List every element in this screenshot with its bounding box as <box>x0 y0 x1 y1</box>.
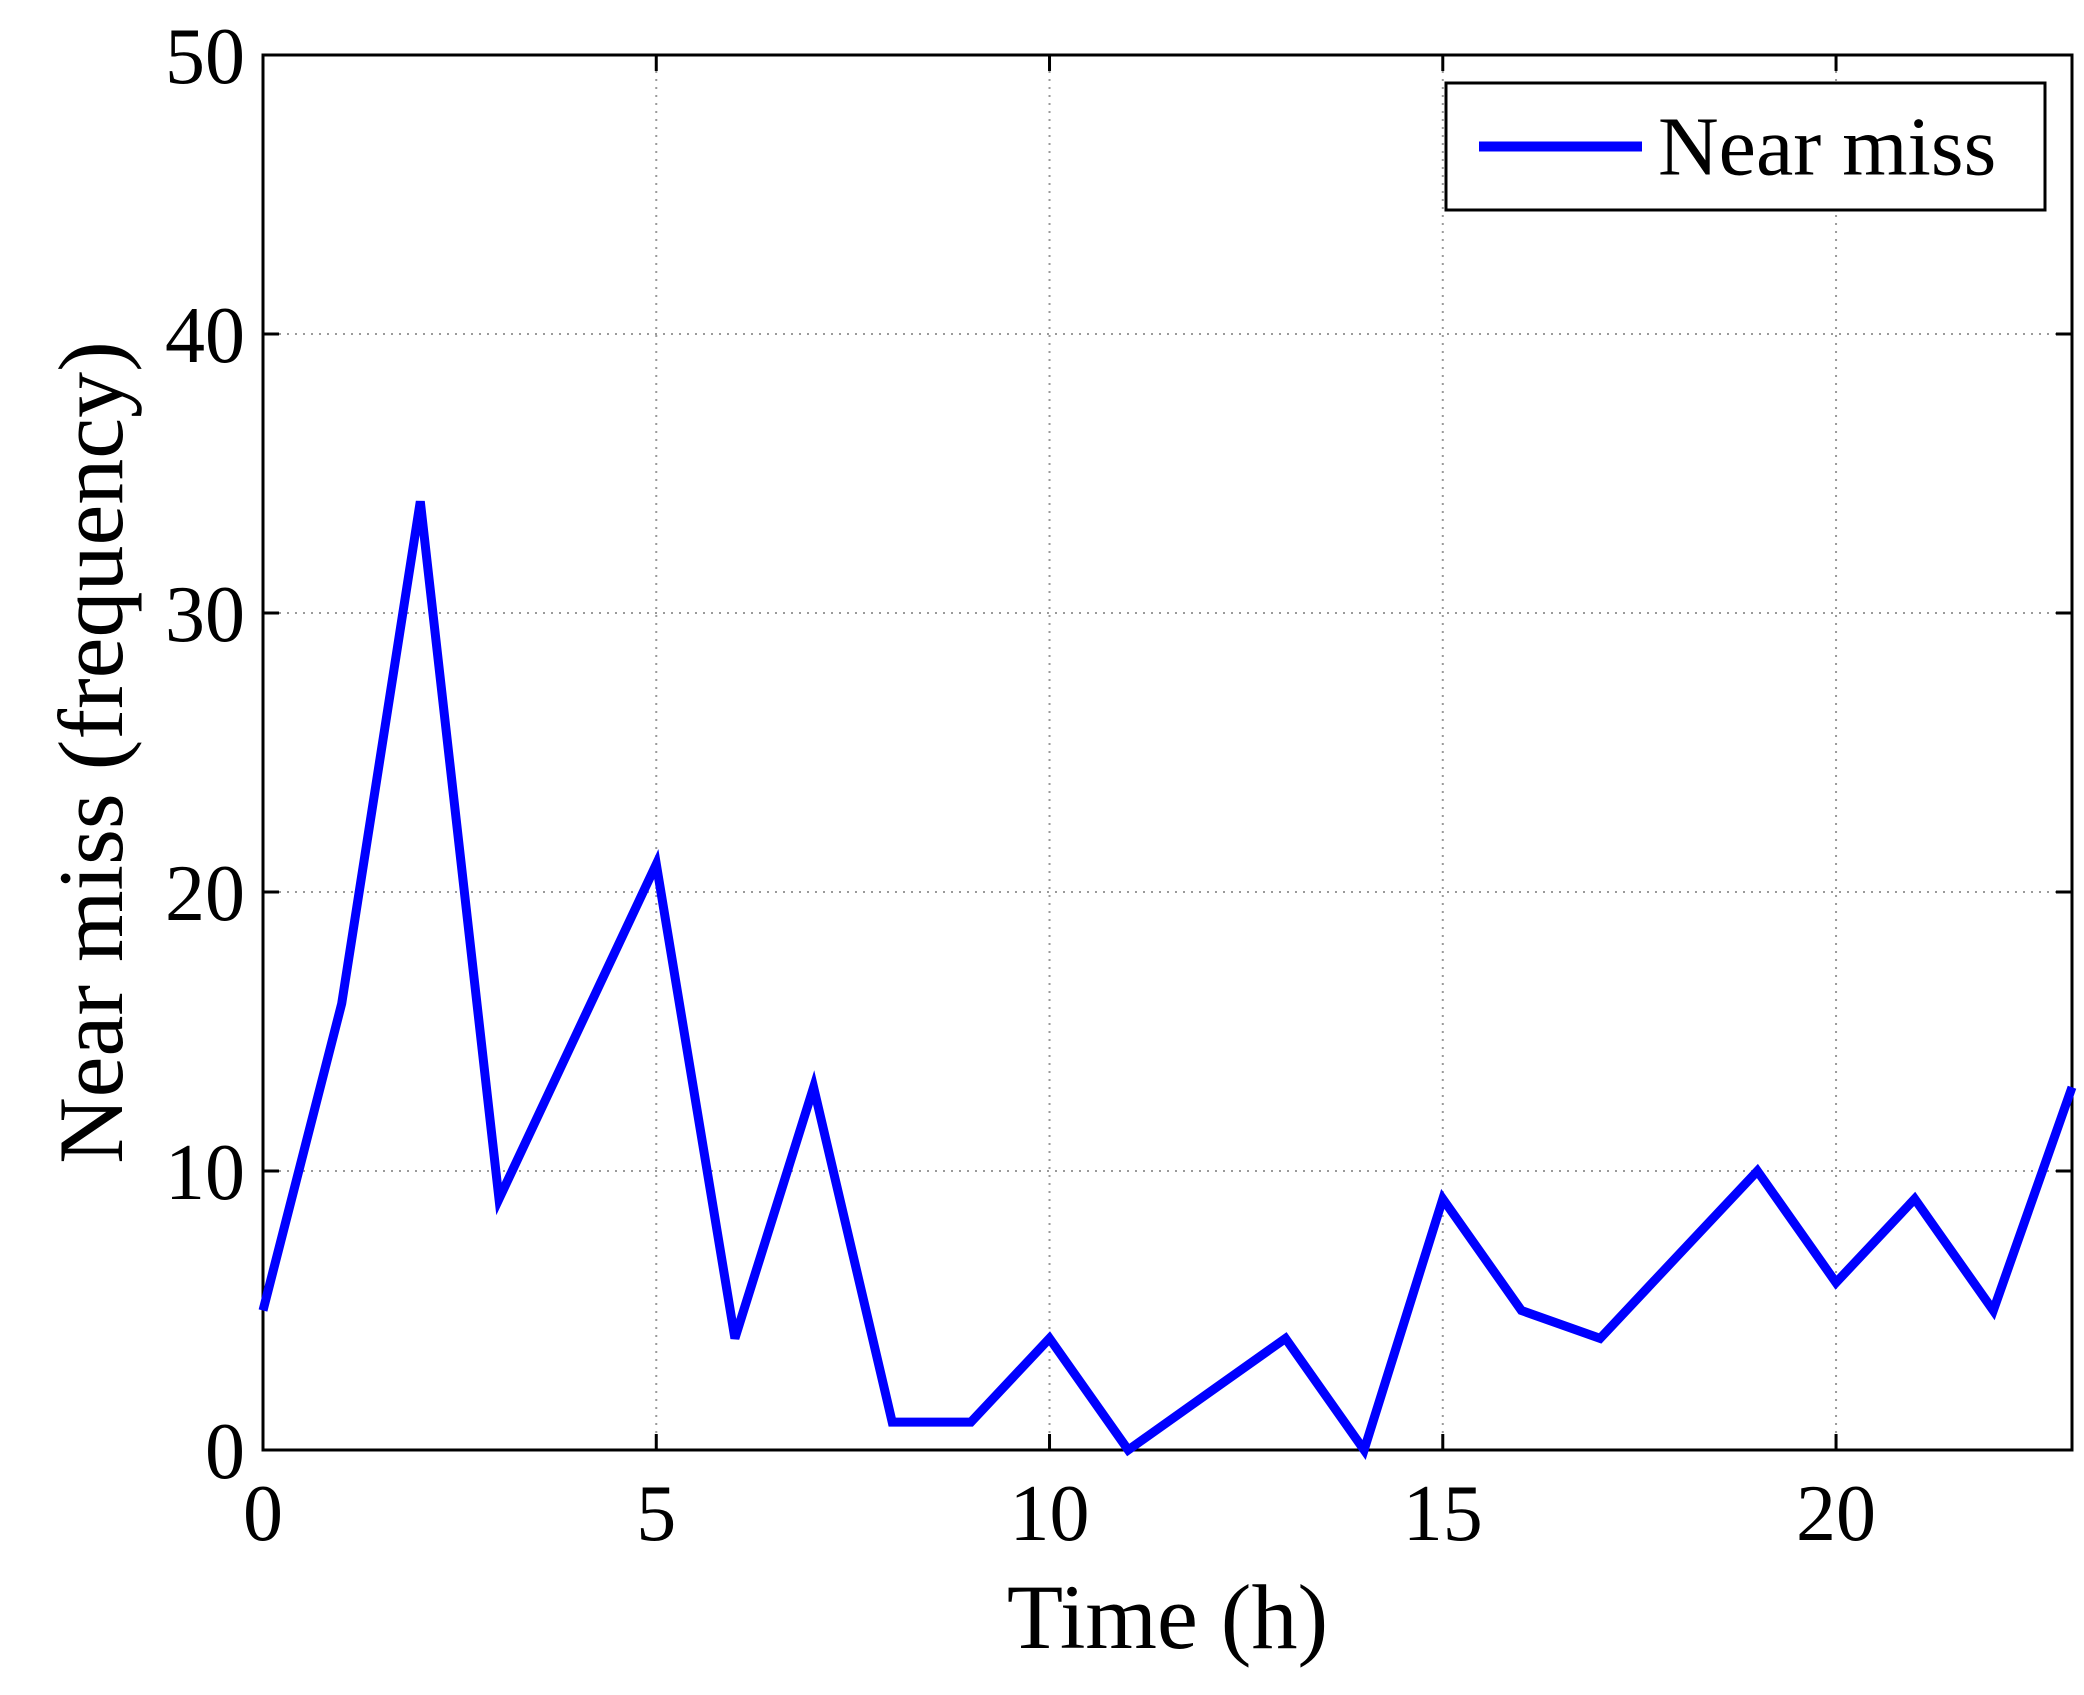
tick-labels: 0 5 10 15 20 0 10 20 30 40 50 <box>165 13 1876 1558</box>
x-axis-label: Time (h) <box>1007 1566 1328 1668</box>
x-tick-label: 5 <box>636 1470 676 1558</box>
legend: Near miss <box>1444 81 2047 212</box>
y-tick-label: 30 <box>165 571 245 659</box>
y-tick-label: 40 <box>165 292 245 380</box>
y-axis-label: Near miss (frequency) <box>40 341 142 1164</box>
x-tick-label: 15 <box>1403 1470 1483 1558</box>
series-line <box>258 500 2077 1461</box>
x-tick-label: 10 <box>1010 1470 1090 1558</box>
y-tick-label: 10 <box>165 1129 245 1217</box>
y-tick-label: 0 <box>205 1408 245 1496</box>
y-tick-label: 50 <box>165 13 245 101</box>
x-tick-label: 20 <box>1796 1470 1876 1558</box>
x-tick-label: 0 <box>243 1470 283 1558</box>
plot-frame <box>261 53 2074 1452</box>
axis-ticks <box>261 53 2072 1452</box>
legend-label: Near miss <box>1658 101 1996 194</box>
series-group <box>258 500 2077 1461</box>
grid <box>263 55 2072 1450</box>
y-tick-label: 20 <box>165 850 245 938</box>
